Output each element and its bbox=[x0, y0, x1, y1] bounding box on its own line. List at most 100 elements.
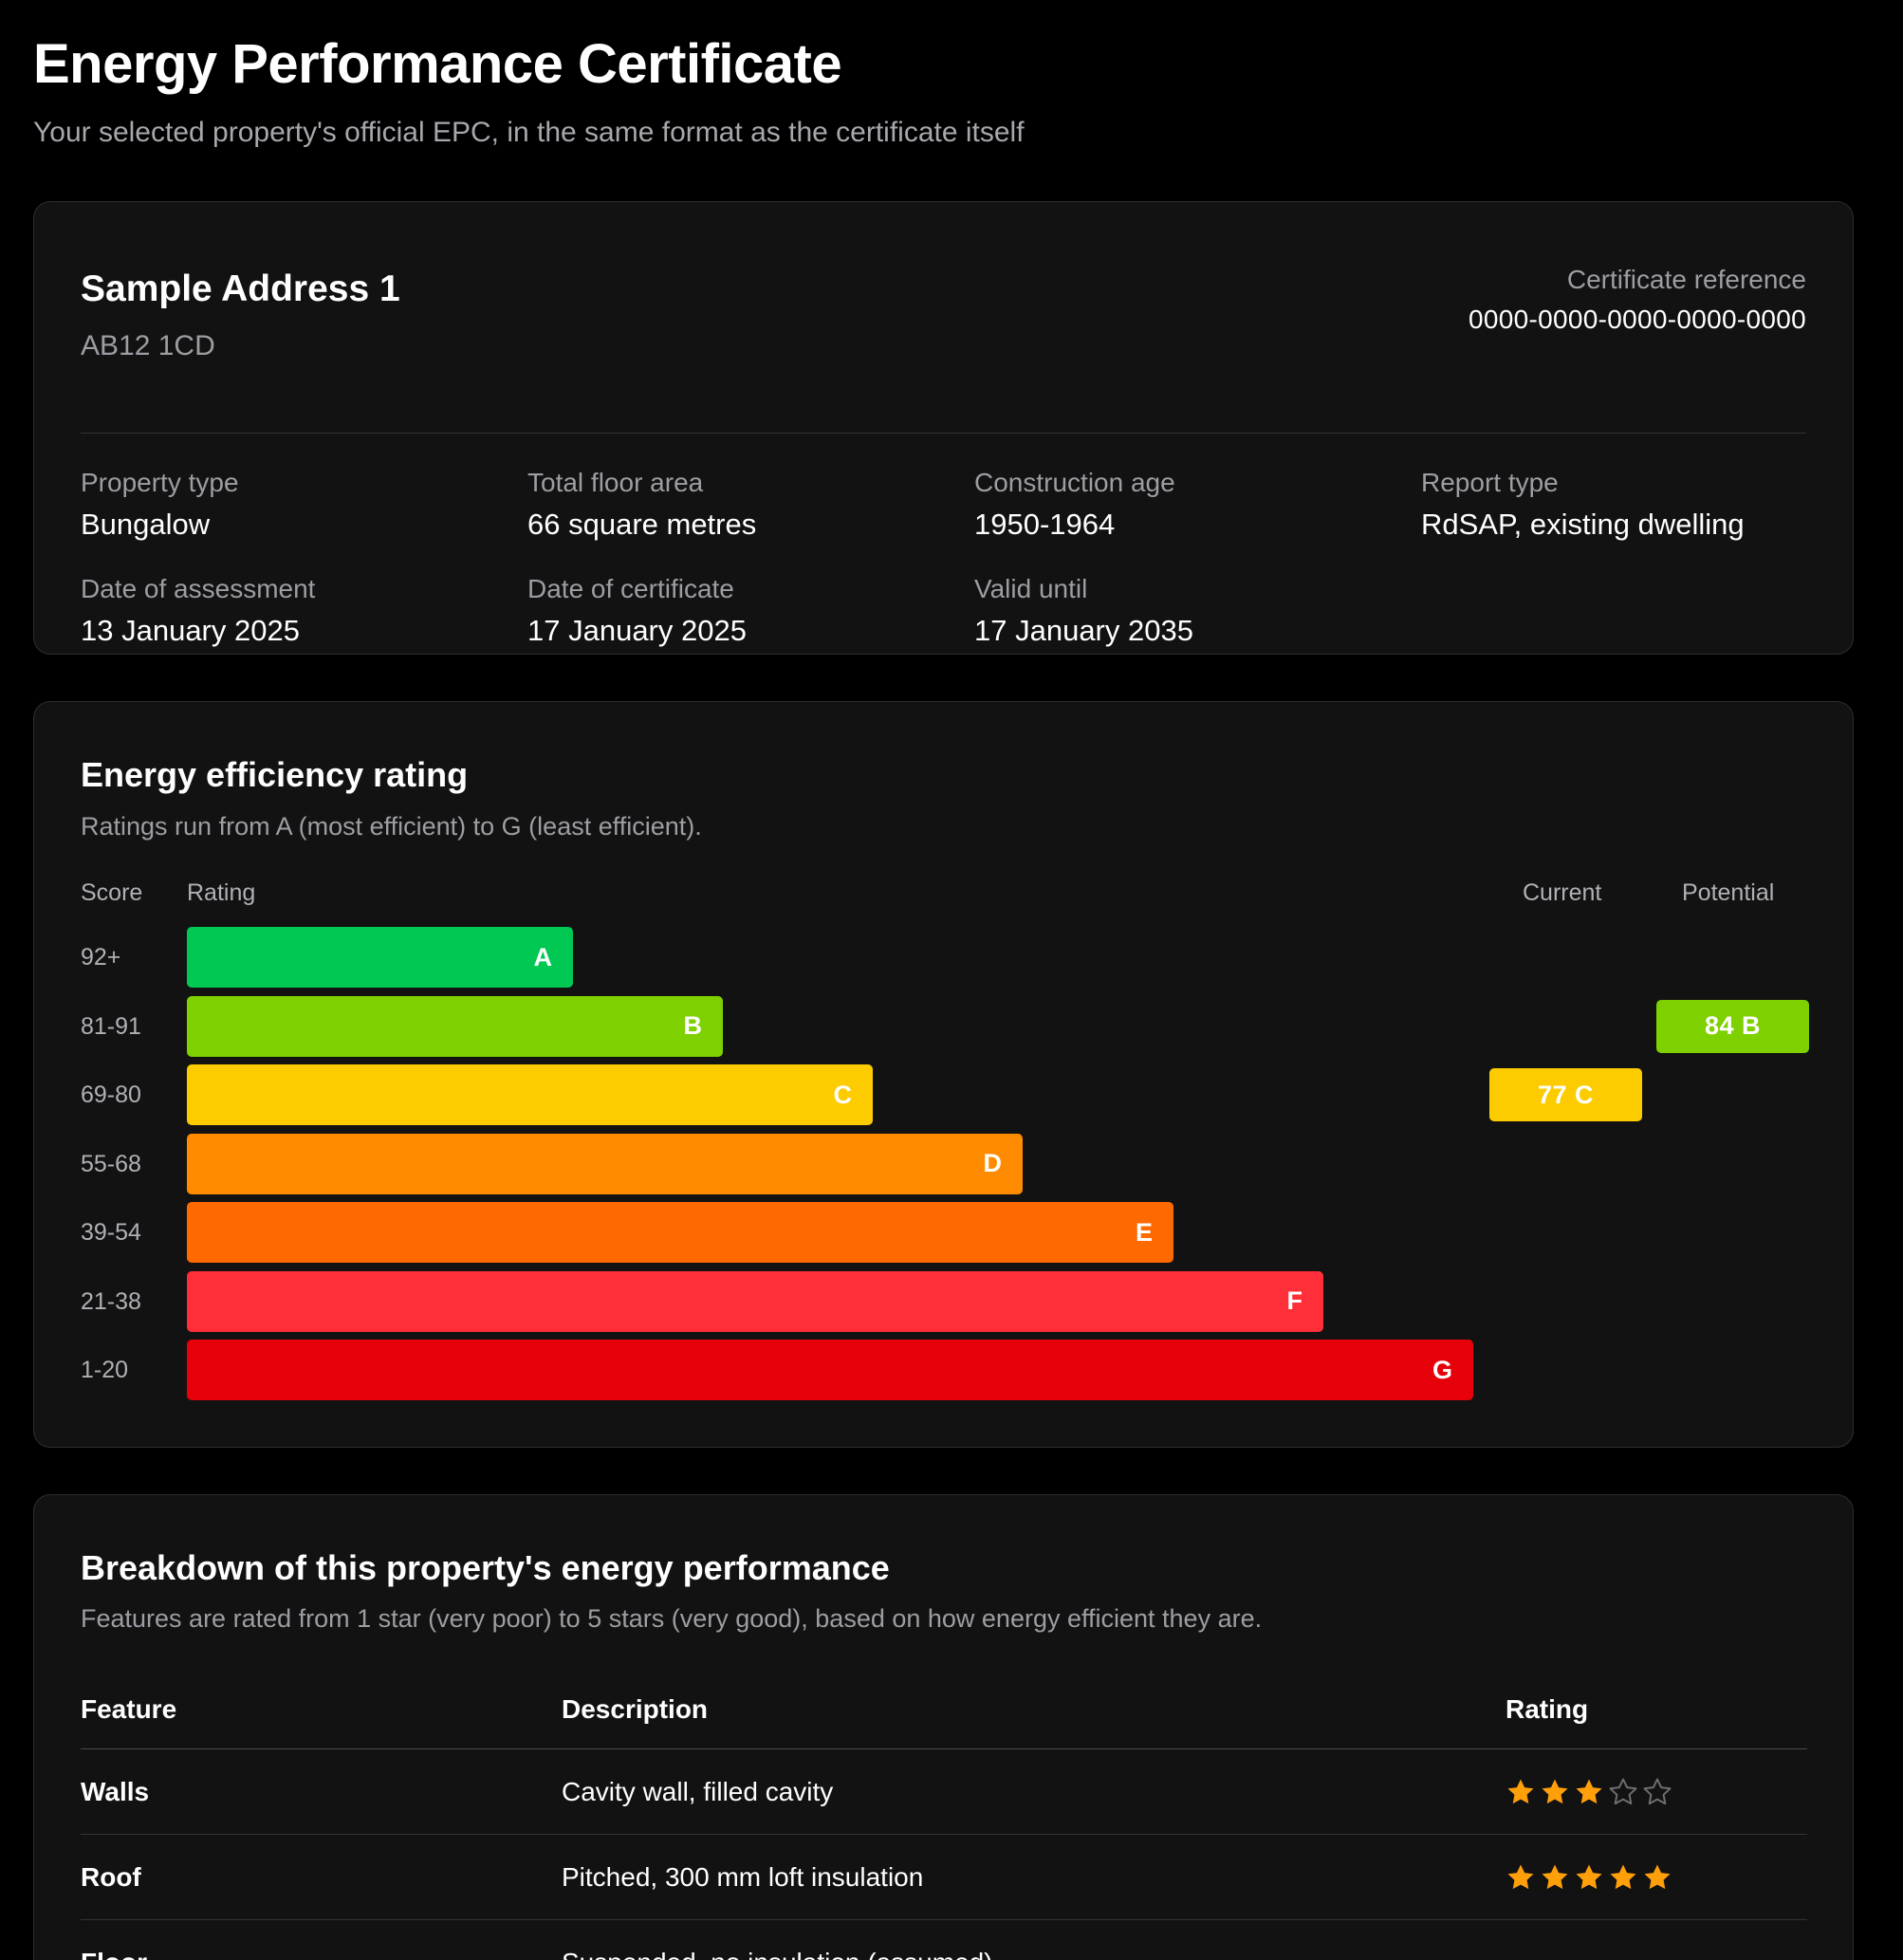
star-filled-icon bbox=[1507, 1779, 1534, 1804]
band-score: 39-54 bbox=[81, 1219, 141, 1246]
fact-date-of-assessment: Date of assessment 13 January 2025 bbox=[81, 572, 527, 678]
property-header: Sample Address 1 AB12 1CD Certificate re… bbox=[81, 250, 1806, 434]
band-bar-d: D bbox=[187, 1133, 1023, 1194]
fact-label: Date of certificate bbox=[527, 574, 734, 603]
page-title: Energy Performance Certificate bbox=[33, 33, 842, 95]
band-row-d: 55-68 D bbox=[34, 1133, 1853, 1194]
no-rating-text: — bbox=[1506, 1948, 1532, 1960]
band-letter: G bbox=[1432, 1355, 1452, 1384]
feature-description: Suspended, no insulation (assumed) bbox=[562, 1920, 993, 1960]
star-filled-icon bbox=[1542, 1864, 1568, 1890]
fact-valid-until: Valid until 17 January 2035 bbox=[974, 572, 1421, 678]
star-filled-icon bbox=[1610, 1864, 1636, 1890]
breakdown-subtitle: Features are rated from 1 star (very poo… bbox=[81, 1604, 1263, 1633]
table-row: Walls Cavity wall, filled cavity bbox=[81, 1749, 1807, 1835]
fact-value: 17 January 2035 bbox=[974, 614, 1193, 647]
header-feature: Feature bbox=[81, 1694, 177, 1724]
band-letter: E bbox=[1135, 1217, 1153, 1247]
fact-label: Valid until bbox=[974, 574, 1088, 603]
property-address: Sample Address 1 bbox=[81, 268, 400, 309]
fact-value: 66 square metres bbox=[527, 508, 757, 541]
fact-label: Property type bbox=[81, 468, 239, 497]
feature-rating bbox=[1506, 1835, 1672, 1920]
feature-rating: — bbox=[1506, 1920, 1532, 1960]
star-filled-icon bbox=[1576, 1779, 1602, 1804]
band-letter: D bbox=[983, 1149, 1003, 1177]
band-bar-c: C bbox=[187, 1064, 873, 1125]
fact-property-type: Property type Bungalow bbox=[81, 466, 527, 572]
band-bar-f: F bbox=[187, 1270, 1323, 1332]
band-bar-b: B bbox=[187, 995, 723, 1057]
fact-label: Report type bbox=[1421, 468, 1559, 497]
fact-label: Construction age bbox=[974, 468, 1175, 497]
band-score: 81-91 bbox=[81, 1012, 141, 1040]
star-empty-icon bbox=[1643, 1778, 1672, 1805]
star-filled-icon bbox=[1576, 1864, 1602, 1890]
band-row-b: 81-91 B 84 B bbox=[34, 995, 1853, 1057]
column-header-score: Score bbox=[81, 879, 143, 906]
fact-report-type: Report type RdSAP, existing dwelling bbox=[1421, 466, 1801, 572]
star-filled-icon bbox=[1644, 1864, 1671, 1890]
fact-date-of-certificate: Date of certificate 17 January 2025 bbox=[527, 572, 974, 678]
column-header-rating: Rating bbox=[187, 879, 256, 906]
band-letter: C bbox=[833, 1080, 853, 1109]
star-filled-icon bbox=[1507, 1864, 1534, 1890]
band-bar-a: A bbox=[187, 927, 573, 988]
property-facts: Property type Bungalow Total floor area … bbox=[81, 434, 1806, 678]
header-rating: Rating bbox=[1506, 1694, 1589, 1724]
breakdown-title: Breakdown of this property's energy perf… bbox=[81, 1548, 890, 1587]
table-header-row: Feature Description Rating bbox=[81, 1681, 1807, 1749]
fact-floor-area: Total floor area 66 square metres bbox=[527, 466, 974, 572]
band-row-a: 92+ A bbox=[34, 927, 1853, 988]
fact-construction-age: Construction age 1950-1964 bbox=[974, 466, 1421, 572]
band-row-f: 21-38 F bbox=[34, 1270, 1853, 1332]
band-score: 69-80 bbox=[81, 1082, 141, 1108]
property-postcode: AB12 1CD bbox=[81, 330, 215, 361]
band-score: 55-68 bbox=[81, 1150, 141, 1177]
band-letter: B bbox=[683, 1011, 703, 1040]
energy-rating-subtitle: Ratings run from A (most efficient) to G… bbox=[81, 812, 702, 841]
fact-label: Total floor area bbox=[527, 468, 704, 497]
table-row: Roof Pitched, 300 mm loft insulation bbox=[81, 1835, 1807, 1920]
fact-value: 17 January 2025 bbox=[527, 614, 747, 647]
feature-name: Walls bbox=[81, 1777, 150, 1806]
band-score: 1-20 bbox=[81, 1357, 129, 1383]
star-empty-icon bbox=[1609, 1778, 1637, 1805]
band-row-c: 69-80 C 77 C bbox=[34, 1064, 1853, 1125]
band-row-e: 39-54 E bbox=[34, 1202, 1853, 1263]
breakdown-table: Feature Description Rating Walls Cavity w… bbox=[81, 1681, 1807, 1960]
property-card: Sample Address 1 AB12 1CD Certificate re… bbox=[33, 201, 1854, 655]
star-rating bbox=[1506, 1835, 1672, 1920]
feature-name: Floor bbox=[81, 1920, 147, 1960]
feature-description: Pitched, 300 mm loft insulation bbox=[562, 1862, 924, 1892]
band-score: 92+ bbox=[81, 944, 121, 971]
feature-name: Roof bbox=[81, 1862, 141, 1892]
energy-rating-card: Energy efficiency rating Ratings run fro… bbox=[33, 701, 1854, 1448]
band-bar-e: E bbox=[187, 1202, 1173, 1263]
band-letter: A bbox=[533, 942, 553, 971]
star-filled-icon bbox=[1542, 1779, 1568, 1804]
star-rating bbox=[1506, 1749, 1672, 1835]
band-letter: F bbox=[1286, 1286, 1303, 1315]
page-subtitle: Your selected property's official EPC, i… bbox=[33, 117, 1025, 148]
band-score: 21-38 bbox=[81, 1287, 141, 1315]
fact-value: Bungalow bbox=[81, 508, 211, 541]
fact-label: Date of assessment bbox=[81, 574, 316, 603]
header-description: Description bbox=[562, 1694, 709, 1724]
fact-value: 1950-1964 bbox=[974, 508, 1116, 541]
certificate-reference: Certificate reference 0000-0000-0000-000… bbox=[1469, 263, 1806, 337]
table-row: Floor Suspended, no insulation (assumed) — bbox=[81, 1920, 1807, 1960]
certificate-reference-value: 0000-0000-0000-0000-0000 bbox=[1469, 305, 1806, 334]
fact-value: 13 January 2025 bbox=[81, 614, 300, 647]
breakdown-card: Breakdown of this property's energy perf… bbox=[33, 1494, 1854, 1960]
feature-rating bbox=[1506, 1749, 1672, 1835]
column-header-current: Current bbox=[1523, 879, 1602, 906]
certificate-reference-label: Certificate reference bbox=[1566, 265, 1806, 294]
potential-rating-badge: 84 B bbox=[1656, 999, 1809, 1053]
column-header-potential: Potential bbox=[1682, 879, 1775, 906]
feature-description: Cavity wall, filled cavity bbox=[562, 1777, 834, 1806]
band-row-g: 1-20 G bbox=[34, 1340, 1853, 1400]
current-rating-badge: 77 C bbox=[1489, 1068, 1642, 1121]
energy-rating-title: Energy efficiency rating bbox=[81, 755, 469, 794]
